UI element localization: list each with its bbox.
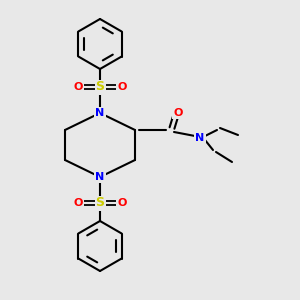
Text: N: N — [95, 172, 105, 182]
Text: O: O — [117, 82, 127, 92]
Text: O: O — [173, 108, 183, 118]
Text: S: S — [95, 196, 104, 209]
Text: S: S — [95, 80, 104, 94]
Text: N: N — [195, 133, 205, 143]
Text: O: O — [73, 82, 83, 92]
Text: N: N — [95, 108, 105, 118]
Text: O: O — [117, 198, 127, 208]
Text: O: O — [73, 198, 83, 208]
